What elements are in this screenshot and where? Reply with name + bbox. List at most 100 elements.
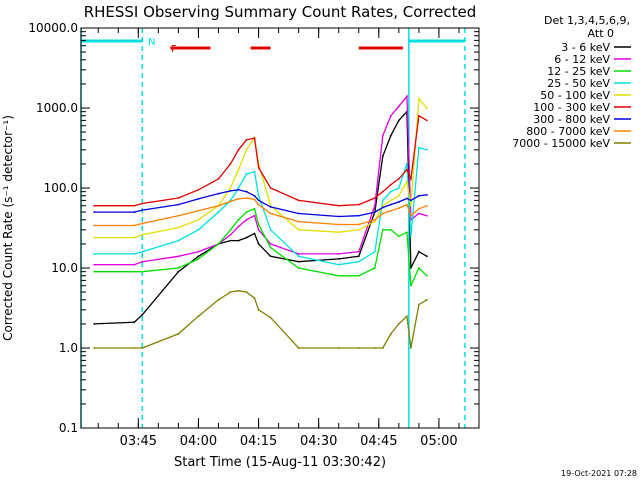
series-point [245,190,248,193]
series-point [357,250,360,253]
series-point [337,257,340,260]
series-point [229,228,232,231]
series-point [237,239,240,242]
series-point [337,347,340,349]
series-point [409,204,412,207]
series-point [425,204,428,207]
series-point [237,225,240,228]
series-point [93,204,96,207]
y-tick-label: 100.0 [44,181,78,195]
series-point [237,289,240,292]
x-tick-label: 04:30 [300,434,337,449]
series-point [269,212,272,215]
series-point [217,298,220,301]
series-point [197,228,200,231]
x-tick-label: 05:00 [420,434,457,449]
legend-label: 50 - 100 keV [540,89,610,102]
series-point [197,188,200,191]
series-lines [93,94,428,349]
series-point [425,274,428,277]
legend-label: 25 - 50 keV [547,77,610,90]
series-point [245,197,248,199]
marker-label-f: F [171,44,177,55]
marker-label-n: N [148,37,155,48]
series-point [229,189,232,192]
series-point [269,255,272,258]
y-tick-label: 0.1 [59,421,78,435]
series-point [141,222,144,225]
series-point [417,250,420,253]
series-point [297,212,300,215]
series-point [93,224,96,227]
series-point [389,190,392,193]
series-point [417,303,420,306]
series-point [257,203,260,206]
series-point [93,253,96,255]
series-point [177,197,180,199]
series-point [397,235,400,238]
series-point [253,214,256,217]
series-point [381,199,384,202]
series-point [373,220,376,223]
legend-label: 7000 - 15000 keV [512,137,610,150]
series-point [133,270,136,273]
series-point [245,148,248,151]
x-axis: 03:45 04:00 04:15 04:30 04:45 05:00 [97,28,480,449]
series-point [389,183,392,186]
series-point [405,197,408,200]
x-tick-label: 03:45 [120,434,157,449]
series-point [133,224,136,227]
series-point [373,250,376,253]
series-point [133,253,136,255]
series-point [397,201,400,203]
series-point [229,187,232,189]
series-point [245,173,248,175]
series-point [269,228,272,231]
y-tick-label: 1.0 [59,341,78,355]
series-point [197,250,200,253]
x-tick-label: 04:45 [360,434,397,449]
series-point [381,134,384,137]
y-axis: 0.1 1.0 10.0 100.0 1000.0 10000.0 [28,21,479,435]
series-point [425,255,428,258]
series-point [177,239,180,242]
series-point [357,274,360,277]
series-point [141,260,144,263]
series-point [297,347,300,349]
series-point [141,202,144,205]
series-point [93,236,96,239]
series-point [177,267,180,269]
series-point [397,207,400,210]
plot-frame [80,27,480,429]
series-point [269,187,272,189]
series-point [253,207,256,210]
x-tick-label: 04:00 [180,434,217,449]
legend-header-line-1: Det 1,3,4,5,6,9, [544,14,630,27]
series-point [357,260,360,263]
series-point [93,263,96,266]
series-point [237,168,240,171]
series-point [93,347,96,349]
series-point [177,203,180,206]
series-point [381,347,384,349]
series-point [197,198,200,200]
series-point [133,211,136,213]
series-point [245,218,248,221]
series-point [237,188,240,191]
series-point [417,267,420,269]
series-point [177,226,180,229]
series-point [337,274,340,277]
series-point [257,228,260,231]
series-point [133,236,136,239]
series-point [257,308,260,311]
series-point [397,119,400,122]
series-point [397,177,400,180]
series-point [269,206,272,208]
series-point [417,97,420,100]
series-point [237,198,240,200]
series-point [177,255,180,258]
series-point [425,214,428,217]
series-point [253,170,256,173]
